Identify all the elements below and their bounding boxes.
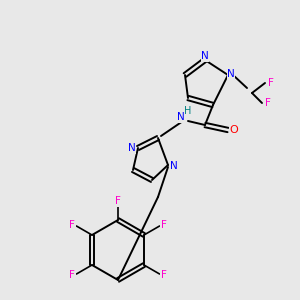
Text: N: N	[227, 69, 235, 79]
Text: N: N	[201, 51, 209, 61]
Text: N: N	[177, 112, 185, 122]
Text: F: F	[115, 196, 121, 206]
Text: F: F	[268, 78, 274, 88]
Text: F: F	[161, 269, 167, 280]
Text: N: N	[170, 161, 178, 171]
Text: O: O	[230, 125, 238, 135]
Text: F: F	[69, 269, 75, 280]
Text: F: F	[265, 98, 271, 108]
Text: F: F	[69, 220, 75, 230]
Text: F: F	[161, 220, 167, 230]
Text: H: H	[184, 106, 192, 116]
Text: N: N	[128, 143, 136, 153]
